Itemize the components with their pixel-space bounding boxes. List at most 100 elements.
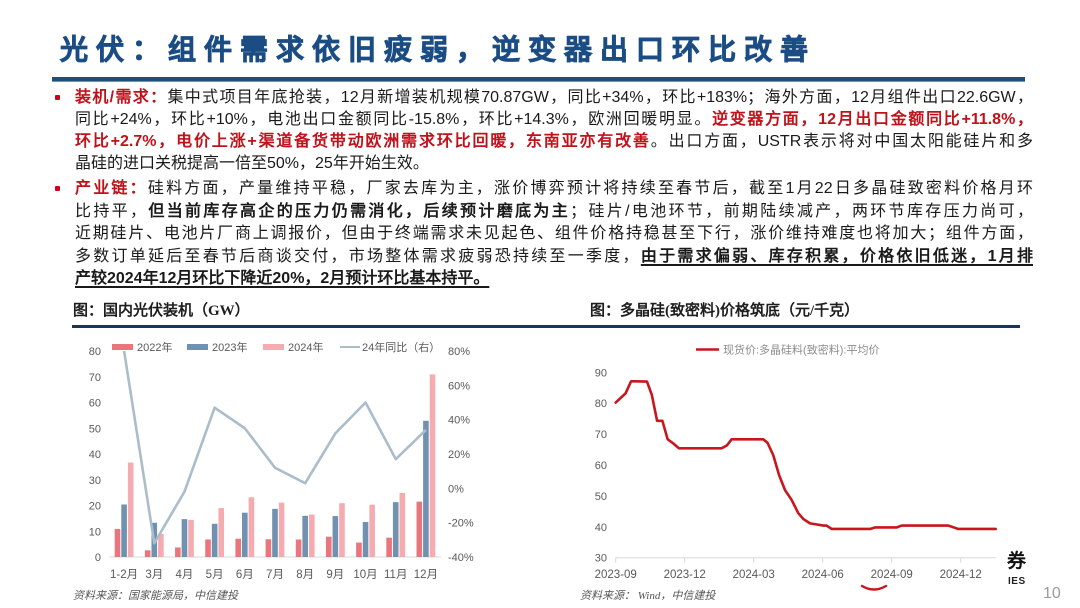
bullet-label: 装机/需求：: [75, 89, 168, 106]
bullet-line: 产较2024年12月环比下降近20%，2月预计环比基本持平。: [75, 268, 1033, 291]
x-axis-tick-label: 11月: [384, 569, 407, 581]
y2-axis-tick-label: -20%: [448, 518, 474, 530]
y-axis-tick-label: 40: [595, 522, 607, 534]
y-axis-tick-label: 90: [595, 367, 607, 379]
y-axis-tick-label: 60: [595, 460, 607, 472]
x-axis-tick-label: 8月: [296, 569, 314, 581]
bullet-text: 晶硅的进口关税提高一倍至50%，25年开始生效。: [75, 155, 429, 172]
logo-glyph: 券: [1007, 550, 1027, 572]
bullet-line: 多数订单延后至春节后商谈交付，市场整体需求疲弱恐持续至一季度，由于需求偏弱、库存…: [75, 246, 1033, 269]
bar-2023年: [392, 502, 399, 557]
bar-2024年: [278, 502, 285, 557]
bar-2024年: [127, 462, 134, 557]
price-line: [614, 379, 997, 531]
logo-text: IES: [1008, 576, 1026, 587]
bar-2023年: [362, 521, 369, 557]
bar-2024年: [248, 497, 255, 557]
y-axis-tick-label: 60: [89, 398, 101, 410]
bullet-marker-icon: [55, 186, 60, 191]
x-axis-tick-label: 1-2月: [110, 569, 138, 581]
y-axis-tick-label: 70: [595, 429, 607, 441]
y-axis-tick-label: 30: [89, 475, 101, 487]
x-axis-tick-label: 2024-03: [733, 569, 775, 581]
bar-2022年: [144, 550, 151, 557]
bullet-text: 同比+24%，环比+10%，电池出口金额同比-15.8%，环比+14.3%，欧洲…: [75, 111, 713, 128]
x-axis-tick-label: 3月: [145, 569, 163, 581]
page-number: 10: [1043, 585, 1061, 602]
bullet-text: 多数订单延后至春节后商谈交付，市场整体需求疲弱恐持续至一季度，: [75, 247, 641, 265]
legend-swatch-icon: [263, 344, 284, 350]
x-axis-tick-label: 2023-12: [664, 569, 706, 581]
yoy-line: [122, 350, 427, 545]
legend-swatch-icon: [187, 344, 208, 350]
legend-label: 2022年: [137, 340, 172, 354]
y-axis-tick-label: 20: [89, 501, 101, 513]
bar-2022年: [416, 501, 423, 557]
y2-axis-tick-label: 80%: [448, 346, 470, 358]
legend-label: 24年同比（右）: [362, 340, 440, 354]
legend-label: 2024年: [288, 340, 323, 354]
bar-2024年: [218, 508, 225, 557]
bar-2022年: [386, 537, 392, 557]
y2-axis-tick-label: 40%: [448, 415, 470, 427]
bar-2024年: [188, 519, 194, 557]
bullet-line: 比持平，但当前库存高企的压力仍需消化，后续预计磨底为主；硅片/电池环节，前期陆续…: [75, 201, 1033, 224]
legend-swatch-icon: [112, 344, 133, 350]
bar-2023年: [242, 512, 248, 557]
bar-2023年: [121, 504, 127, 557]
bullet-text: 硅料方面，产量维持平稳，厂家去库为主，涨价博弈预计将持续至春节后，截至1月22日…: [147, 180, 1033, 197]
y-axis-tick-label: 40: [89, 449, 101, 461]
bullet-text: 比持平，: [75, 202, 149, 220]
y-axis-tick-label: 50: [595, 491, 607, 503]
bullet-underlined-text: 由于需求偏弱、库存积累，价格依旧低迷，1月排: [640, 247, 1033, 265]
x-axis-tick-label: 10月: [353, 569, 377, 581]
y-axis-tick-label: 70: [89, 372, 101, 384]
x-axis-tick-label: 2024-12: [940, 569, 982, 581]
bullet-line: 近期硅片、电池片厂商上调报价，但由于终端需求未见起色、组件价格持稳甚至下行，涨价…: [75, 223, 1033, 246]
bar-2022年: [175, 547, 181, 557]
bar-2023年: [181, 519, 188, 557]
bar-2022年: [356, 542, 362, 557]
y2-axis-tick-label: 20%: [448, 449, 470, 461]
bullet-marker-icon: [55, 95, 60, 100]
bullet-highlight-text: 逆变器方面，12月出口金额同比+11.8%，: [712, 111, 1033, 128]
bar-2024年: [369, 504, 375, 557]
y2-axis-tick-label: 0%: [448, 483, 464, 495]
x-axis-tick-label: 2024-09: [871, 569, 913, 581]
figure-divider: [72, 325, 1020, 328]
y-axis-tick-label: 0: [95, 552, 101, 564]
bullet-installation-demand: 装机/需求：集中式项目年底抢装，12月新增装机规模70.87GW，同比+34%，…: [75, 87, 1033, 175]
legend-label: 2023年: [212, 340, 247, 354]
bullet-text: 集中式项目年底抢装，12月新增装机规模70.87GW，同比+34%，环比+183…: [167, 89, 1033, 106]
polysilicon-price-line-chart: 30 40 50 60 70 80 90 2023-09 2023-12 2024-03 2024-…: [595, 343, 997, 581]
y2-axis-tick-label: -40%: [448, 552, 474, 564]
bullet-text: 。出口方面，USTR表示将对中国太阳能硅片和多: [650, 133, 1033, 150]
y-axis-tick-label: 80: [595, 398, 607, 410]
bar-2024年: [399, 492, 406, 557]
bar-2022年: [295, 539, 302, 557]
figure-title-installations: 图：国内光伏装机（GW）: [73, 303, 250, 319]
y-axis-tick-label: 10: [89, 526, 101, 538]
bar-2023年: [272, 508, 278, 557]
bullet-line: 装机/需求：集中式项目年底抢装，12月新增装机规模70.87GW，同比+34%，…: [75, 87, 1033, 109]
bullet-line: 环比+2.7%，电价上涨+渠道备货带动欧洲需求环比回暖，东南亚亦有改善。出口方面…: [75, 131, 1033, 153]
y-axis-tick-label: 30: [595, 553, 607, 565]
bar-2023年: [423, 420, 429, 557]
bullet-text: 近期硅片、电池片厂商上调报价，但由于终端需求未见起色、组件价格持稳甚至下行，涨价…: [75, 225, 1033, 242]
bar-2024年: [429, 374, 436, 557]
bar-2022年: [114, 528, 121, 557]
legend-label: 现货价:多晶硅料(致密料):平均价: [723, 343, 879, 357]
bullet-bold-text: 但当前库存高企的压力仍需消化，后续预计磨底为主: [148, 202, 571, 220]
x-axis-tick-label: 2024-06: [802, 569, 844, 581]
x-axis-tick-label: 4月: [176, 569, 194, 581]
bar-2022年: [205, 539, 211, 557]
y2-axis-tick-label: 60%: [448, 380, 470, 392]
bullet-label: 产业链：: [75, 180, 148, 197]
x-axis-tick-label: 7月: [266, 569, 284, 581]
y-axis-tick-label: 80: [89, 346, 101, 358]
bar-2022年: [265, 539, 272, 557]
bar-2024年: [339, 503, 345, 557]
title-divider: [52, 77, 1025, 81]
bullet-industry-chain: 产业链：硅料方面，产量维持平稳，厂家去库为主，涨价博弈预计将持续至春节后，截至1…: [75, 178, 1033, 291]
